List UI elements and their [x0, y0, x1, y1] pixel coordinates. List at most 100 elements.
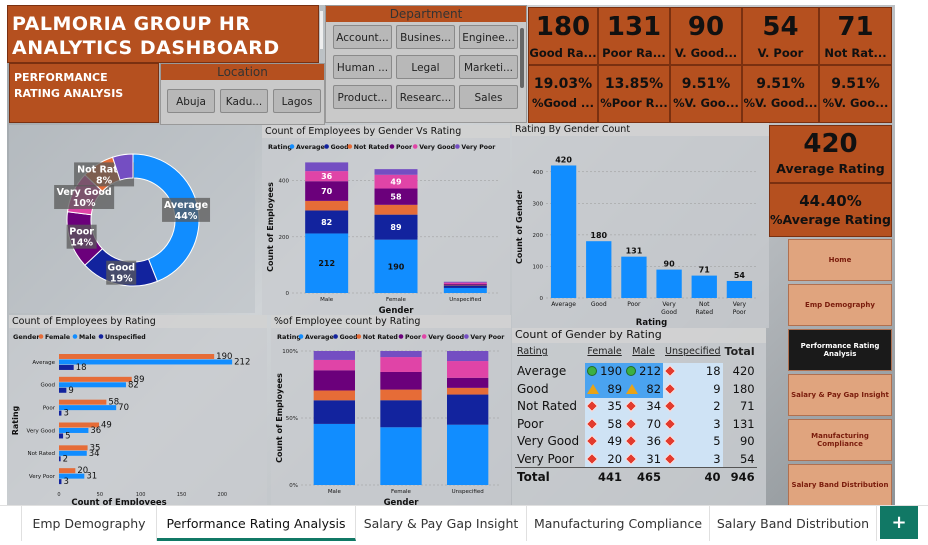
donut-label-text: Good: [107, 263, 135, 274]
table-cell-value: 71: [739, 399, 755, 414]
x-tick-label-poor: Poor: [627, 301, 641, 308]
data-label-female-average: 190: [388, 262, 405, 271]
location-option-lagos[interactable]: Lagos: [273, 89, 321, 113]
table-cell: 40: [663, 467, 723, 485]
data-label-female-poor: 58: [390, 193, 402, 202]
legend-dot-very-good: [421, 334, 427, 339]
table-cell-value: 180: [732, 381, 755, 396]
y-tick-label: 400: [533, 170, 544, 176]
x-tick-label-good: Good: [591, 301, 607, 308]
bar-female-average: [380, 427, 422, 485]
bar-good-male: [59, 382, 126, 388]
x-axis-label: Count of Employees: [71, 498, 166, 507]
location-option-kadu[interactable]: Kadu...: [220, 89, 268, 113]
location-slicer-header: Location: [161, 64, 324, 80]
table-cell-value: 5: [713, 434, 721, 449]
diamond-indicator-icon: [625, 435, 638, 448]
tab-performance-rating-analysis[interactable]: Performance Rating Analysis: [157, 506, 356, 541]
tab-salary-pay-gap-insight[interactable]: Salary & Pay Gap Insight: [356, 506, 527, 541]
department-option-busines[interactable]: Busines...: [396, 25, 455, 49]
nav-button-salary-pay-gap-insight[interactable]: Salary & Pay Gap Insight: [788, 374, 892, 416]
y-tick-label-good: Good: [41, 383, 55, 389]
table-cell: 3: [663, 415, 723, 433]
column-header-total[interactable]: Total: [724, 345, 755, 359]
department-option-sales[interactable]: Sales: [459, 85, 518, 109]
table-cell-value: Very Good: [517, 434, 580, 449]
department-option-enginee[interactable]: Enginee...: [459, 25, 518, 49]
department-option-researc[interactable]: Researc...: [396, 85, 455, 109]
kpi-pct-label: %V. Goo...: [673, 96, 739, 110]
diamond-indicator-icon: [586, 452, 599, 465]
table-cell: 89: [585, 380, 625, 398]
average-rating-pct-label: %Average Rating: [770, 212, 891, 227]
donut-label-text: 14%: [70, 238, 93, 249]
y-tick-label: 300: [533, 201, 544, 207]
table-cell: 35: [585, 397, 625, 415]
kpi-pct-card-1: 13.85% %Poor R...: [598, 65, 670, 123]
department-option-human[interactable]: Human ...: [333, 55, 392, 79]
bar-average-female: [59, 354, 215, 359]
title-scrollbar[interactable]: [320, 11, 323, 49]
nav-button-performance-rating-analysis[interactable]: Performance Rating Analysis: [788, 329, 892, 371]
data-label-average-male: 212: [234, 357, 250, 367]
y-tick-label-average: Average: [32, 360, 55, 366]
bar-very-good: [656, 269, 682, 298]
table-cell: 90: [723, 433, 757, 451]
x-tick-label: 100: [136, 492, 146, 498]
column-header-unspecified[interactable]: Unspecified: [665, 346, 721, 358]
department-option-legal[interactable]: Legal: [396, 55, 455, 79]
y-tick-label-very-good: Very Good: [27, 428, 55, 434]
bar-very-good-male: [59, 427, 89, 433]
data-label-poor-female: 58: [108, 398, 119, 408]
table-row: Total 441 465 40 946: [515, 467, 757, 485]
column-header-rating[interactable]: Rating: [517, 346, 548, 358]
x-tick-label-unspecified: Unspecified: [452, 489, 484, 495]
department-scrollbar[interactable]: [520, 28, 524, 88]
location-option-abuja[interactable]: Abuja: [167, 89, 215, 113]
legend-dot-male: [72, 334, 78, 339]
legend-dot-not-rated: [356, 334, 362, 339]
data-label-poor-male: 70: [118, 403, 129, 413]
data-label-very-poor-male: 31: [86, 472, 97, 482]
nav-button-manufacturing-compliance[interactable]: Manufacturing Compliance: [788, 419, 892, 461]
x-tick-label-unspecified: Unspecified: [449, 297, 481, 303]
department-option-product[interactable]: Product...: [333, 85, 392, 109]
bar-good: [586, 241, 612, 298]
nav-button-salary-band-distribution[interactable]: Salary Band Distribution: [788, 464, 892, 506]
green-circle-indicator-icon: [587, 366, 598, 377]
gender-rating-stacked-chart: Rating Average Good Not Rated Poor Very Good V…: [266, 143, 500, 316]
department-option-marketi[interactable]: Marketi...: [459, 55, 518, 79]
table-cell-value: 54: [739, 451, 755, 466]
table-cell: 49: [585, 432, 625, 450]
add-page-button[interactable]: +: [880, 506, 918, 539]
donut-slice-very-poor: [111, 153, 134, 181]
column-header-male[interactable]: Male: [632, 346, 655, 358]
legend-label-very-poor: Very Poor: [461, 144, 496, 151]
nav-button-home[interactable]: Home: [788, 239, 892, 281]
department-option-account[interactable]: Account...: [333, 25, 392, 49]
y-axis-label: Count of Employees: [266, 182, 275, 272]
kpi-card-1: 131 Poor Ra...: [598, 7, 670, 65]
table-cell: 82: [624, 380, 664, 398]
legend-dot-good: [333, 334, 338, 339]
bar-female-good: [374, 214, 418, 240]
tab-salary-band-distribution[interactable]: Salary Band Distribution: [710, 506, 877, 541]
tab-overflow[interactable]: [0, 506, 22, 541]
tab-manufacturing-compliance[interactable]: Manufacturing Compliance: [527, 506, 710, 541]
tab-emp-demography[interactable]: Emp Demography: [22, 506, 157, 541]
x-tick-label: 0: [57, 492, 60, 498]
kpi-pct-label: %V. Goo...: [822, 96, 889, 110]
table-cell: 70: [624, 415, 664, 433]
column-header-female[interactable]: Female: [587, 346, 622, 358]
y-tick-label-poor: Poor: [43, 406, 56, 412]
kpi-label: Poor Ra...: [602, 46, 666, 60]
table-cell-value: 9: [713, 381, 721, 396]
table-cell: 20: [585, 450, 625, 468]
average-rating-pct-card: 44.40% %Average Rating: [769, 183, 892, 237]
bar-very-poor-male: [59, 473, 85, 479]
bar-good-unspecified: [59, 387, 67, 393]
rating-donut-panel: Average 44% Good 19% Poor 14% Very Good 10% Not …: [9, 125, 255, 313]
nav-button-emp-demography[interactable]: Emp Demography: [788, 284, 892, 326]
kpi-value: 54: [762, 12, 799, 42]
